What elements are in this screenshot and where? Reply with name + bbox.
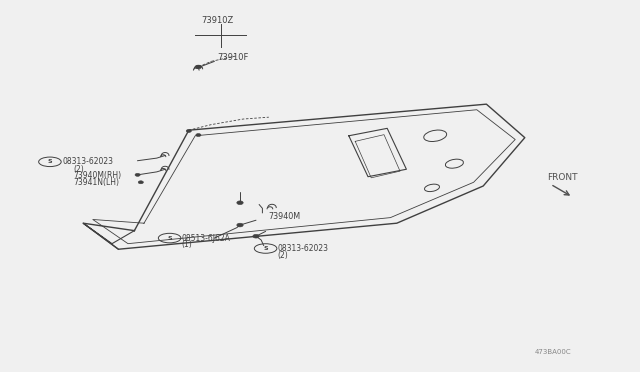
Text: (2): (2) — [277, 251, 288, 260]
Circle shape — [135, 173, 140, 176]
Circle shape — [186, 129, 191, 132]
Circle shape — [195, 65, 202, 69]
Text: 73910Z: 73910Z — [202, 16, 234, 25]
Circle shape — [253, 234, 259, 238]
Circle shape — [138, 181, 143, 184]
Text: 473BA00C: 473BA00C — [534, 349, 571, 355]
Text: 73941N(LH): 73941N(LH) — [74, 178, 120, 187]
Text: (2): (2) — [74, 165, 84, 174]
Text: 08513-6J62A: 08513-6J62A — [181, 234, 230, 243]
Text: S: S — [47, 159, 52, 164]
Text: 73940M: 73940M — [269, 212, 301, 221]
Text: 08313-62023: 08313-62023 — [277, 244, 328, 253]
Text: 73940M(RH): 73940M(RH) — [74, 171, 122, 180]
Text: FRONT: FRONT — [547, 173, 578, 182]
Text: (1): (1) — [181, 240, 192, 249]
Circle shape — [237, 201, 243, 205]
Text: S: S — [263, 246, 268, 251]
Text: 08313-62023: 08313-62023 — [62, 157, 113, 166]
Circle shape — [237, 223, 243, 227]
Text: 73910F: 73910F — [218, 53, 249, 62]
Text: S: S — [167, 235, 172, 241]
Circle shape — [196, 134, 201, 137]
